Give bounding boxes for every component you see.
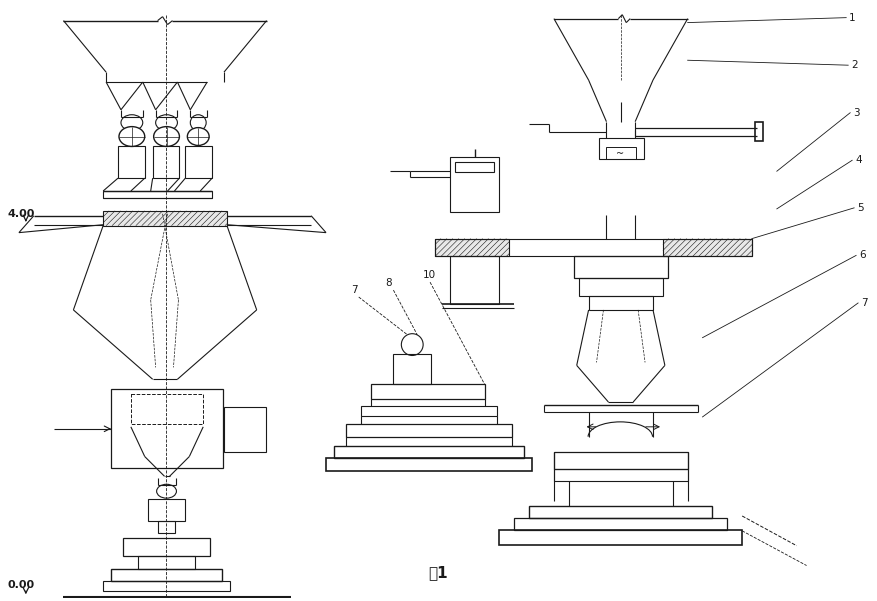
Text: 5: 5 [857, 203, 864, 213]
Text: 8: 8 [386, 278, 392, 288]
Bar [755, 121, 763, 141]
Text: 1: 1 [849, 13, 856, 23]
Text: 4: 4 [855, 155, 862, 165]
Bar [147, 499, 185, 521]
Bar [588, 296, 653, 310]
Text: 2: 2 [852, 60, 858, 70]
Text: 10: 10 [423, 270, 436, 280]
Bar [158, 521, 175, 533]
Bar [455, 162, 495, 172]
Bar [153, 147, 180, 178]
Bar [598, 138, 644, 159]
Bar [554, 451, 688, 469]
Bar [450, 257, 499, 304]
Bar [499, 530, 742, 545]
Bar [435, 239, 510, 257]
Bar [371, 384, 485, 399]
Bar [103, 191, 212, 198]
Bar [394, 355, 431, 384]
Ellipse shape [157, 484, 176, 498]
Ellipse shape [188, 127, 209, 145]
Bar [554, 469, 688, 481]
Bar [574, 257, 668, 278]
Bar [606, 147, 636, 159]
Bar [663, 239, 752, 257]
Bar [224, 407, 266, 451]
Text: 7: 7 [351, 285, 358, 295]
Text: 7: 7 [861, 298, 867, 308]
Ellipse shape [155, 115, 177, 130]
Bar [123, 538, 210, 555]
Text: ~: ~ [617, 150, 624, 159]
Text: 6: 6 [859, 251, 866, 260]
Bar [346, 424, 512, 437]
Bar [103, 581, 230, 591]
Bar [185, 147, 212, 178]
Ellipse shape [190, 115, 206, 130]
Bar [103, 211, 227, 226]
Bar [118, 147, 145, 178]
Bar [111, 570, 222, 581]
Bar [579, 278, 663, 296]
Bar [131, 394, 203, 424]
Bar [111, 389, 223, 468]
Bar [326, 457, 532, 471]
Bar [138, 555, 196, 570]
Bar [334, 446, 524, 457]
Ellipse shape [119, 127, 145, 147]
Text: 0.00: 0.00 [7, 581, 34, 590]
Circle shape [402, 334, 423, 355]
Bar [450, 157, 499, 212]
Ellipse shape [153, 127, 180, 147]
Text: 3: 3 [853, 108, 859, 118]
Bar [529, 506, 712, 518]
Bar [514, 518, 727, 530]
Bar [360, 406, 497, 416]
Ellipse shape [121, 115, 143, 130]
Text: 图1: 图1 [428, 565, 448, 580]
Text: 4.00: 4.00 [7, 209, 34, 219]
